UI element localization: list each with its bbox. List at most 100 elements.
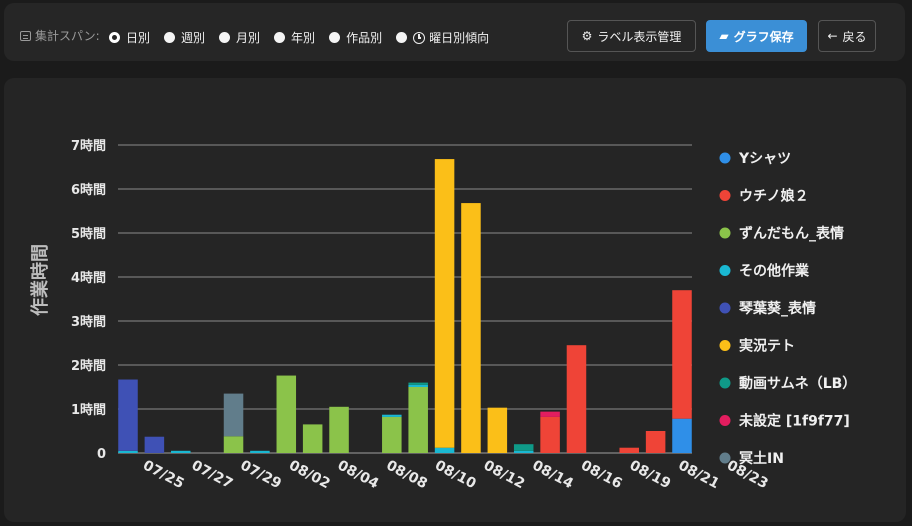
bar-segment[interactable] [672, 290, 692, 419]
legend-item[interactable]: Yシャツ [738, 151, 791, 167]
bar-segment[interactable] [434, 447, 455, 453]
bar-segment[interactable] [118, 450, 138, 453]
chart-panel: 0 1時間 2時間 3時間 4時間 5時間 6時間 7時間 作業時間 07/25 07/27 07… [4, 78, 906, 522]
x-tick-label: 08/08 [383, 457, 429, 492]
x-tick-label: 07/25 [140, 457, 186, 492]
radio-weekday-trend[interactable]: 曜日別傾向 [396, 29, 489, 46]
radio-dot[interactable] [164, 32, 176, 43]
radio-label: 作品別 [346, 31, 383, 45]
bar-segment[interactable] [118, 379, 138, 451]
y-tick-label: 4時間 [71, 270, 106, 286]
bar-segment[interactable] [144, 436, 165, 453]
bar-segment[interactable] [171, 450, 191, 453]
y-tick-label: 1時間 [71, 402, 106, 418]
bar-segment[interactable] [487, 407, 508, 453]
label-manage-button[interactable]: ⚙ ラベル表示管理 [567, 20, 696, 52]
radio-dot[interactable] [109, 32, 120, 43]
legend-swatch [719, 377, 731, 389]
bar-segment[interactable] [223, 393, 244, 437]
back-button[interactable]: ← 戻る [818, 20, 876, 52]
bar-segment[interactable] [408, 382, 428, 385]
radio-dot[interactable] [274, 32, 286, 43]
radio-label: 月別 [236, 31, 261, 45]
radio-label: 日別 [126, 31, 151, 45]
radio-yearly[interactable]: 年別 [274, 29, 315, 46]
legend-swatch [719, 415, 731, 426]
list-icon [20, 30, 31, 41]
legend-item[interactable]: ウチノ娘２ [739, 188, 809, 205]
bar-segment[interactable] [302, 424, 323, 453]
x-tick-label: 08/12 [481, 457, 527, 492]
bar-segment[interactable] [276, 375, 297, 453]
radio-monthly[interactable]: 月別 [219, 29, 260, 46]
bar-segment[interactable] [513, 450, 534, 453]
y-tick-label: 6時間 [71, 182, 106, 198]
bar-segment[interactable] [461, 203, 481, 453]
clock-icon [413, 31, 426, 44]
radio-label: 週別 [181, 31, 206, 45]
legend-item[interactable]: 動画サムネ（LB） [739, 375, 856, 392]
radio-dot[interactable] [329, 32, 341, 43]
x-tick-label: 08/10 [432, 457, 479, 492]
bar-segment[interactable] [382, 416, 402, 453]
y-axis-label: 作業時間 [29, 244, 51, 316]
bar-segment[interactable] [382, 414, 402, 417]
y-tick-label: 3時間 [71, 314, 106, 330]
save-graph-text: グラフ保存 [733, 29, 794, 44]
x-tick-label: 08/02 [286, 457, 332, 492]
x-tick-label: 08/14 [529, 457, 576, 492]
legend-item[interactable]: その他作業 [739, 263, 810, 280]
back-text: 戻る [842, 29, 867, 44]
radio-weekly[interactable]: 週別 [164, 29, 205, 46]
bar-segment[interactable] [619, 447, 639, 453]
y-tick-labels: 0 1時間 2時間 3時間 4時間 5時間 6時間 7時間 [71, 138, 106, 462]
radio-label: 年別 [291, 31, 316, 45]
legend-item[interactable]: 未設定 [1f9f77] [739, 413, 850, 430]
toolbar: 集計スパン: 日別 週別 月別 年別 作品別 曜日別傾向 ⚙ ラベル表 [4, 3, 905, 61]
legend-item[interactable]: ずんだもん_表情 [739, 225, 844, 242]
y-tick-label: 5時間 [71, 226, 106, 242]
y-tick-label: 7時間 [71, 138, 106, 154]
work-time-chart: 0 1時間 2時間 3時間 4時間 5時間 6時間 7時間 作業時間 07/25 07/27 07… [29, 138, 856, 492]
legend-swatch [719, 190, 731, 201]
bar-segment[interactable] [223, 436, 244, 453]
bar-segment[interactable] [540, 416, 560, 453]
bar-segment[interactable] [250, 450, 270, 453]
bar-segment[interactable] [513, 444, 534, 451]
bar-segment[interactable] [329, 406, 349, 453]
span-radio-group: 日別 週別 月別 年別 作品別 曜日別傾向 [109, 29, 503, 46]
y-tick-label: 0 [97, 447, 106, 462]
legend-swatch [719, 152, 731, 164]
legend-swatch [719, 302, 731, 314]
radio-by-work[interactable]: 作品別 [329, 29, 382, 46]
legend-item[interactable]: 琴葉葵_表情 [739, 300, 816, 317]
y-tick-label: 2時間 [71, 358, 106, 374]
radio-daily[interactable]: 日別 [109, 29, 150, 46]
label-manage-text: ラベル表示管理 [597, 29, 682, 44]
x-tick-label: 07/29 [237, 457, 283, 492]
bar-segment[interactable] [408, 387, 428, 453]
arrow-left-icon: ← [827, 29, 838, 43]
radio-dot[interactable] [219, 32, 231, 43]
legend-swatch [719, 265, 731, 276]
x-tick-label: 08/04 [335, 457, 382, 492]
span-label: 集計スパン: [20, 27, 100, 44]
x-tick-label: 08/21 [675, 457, 721, 492]
bar-segment[interactable] [540, 411, 560, 417]
legend-item[interactable]: 冥土IN [739, 450, 784, 467]
x-tick-label: 08/19 [627, 457, 673, 492]
gear-icon: ⚙ [581, 29, 593, 43]
bar-segment[interactable] [566, 345, 587, 453]
grid-lines [118, 144, 692, 454]
x-tick-labels: 07/25 07/27 07/29 08/02 08/04 08/08 08/10 08/12… [140, 457, 770, 492]
radio-label: 曜日別傾向 [429, 31, 490, 45]
legend-item[interactable]: 実況テト [739, 338, 795, 355]
bar-segment[interactable] [645, 431, 666, 453]
radio-dot[interactable] [396, 32, 408, 43]
legend-swatch [719, 227, 731, 239]
bar-segment[interactable] [434, 159, 455, 448]
bar-segment[interactable] [408, 384, 428, 387]
save-graph-button[interactable]: ▰ グラフ保存 [706, 20, 807, 52]
bar-segment[interactable] [672, 418, 692, 453]
